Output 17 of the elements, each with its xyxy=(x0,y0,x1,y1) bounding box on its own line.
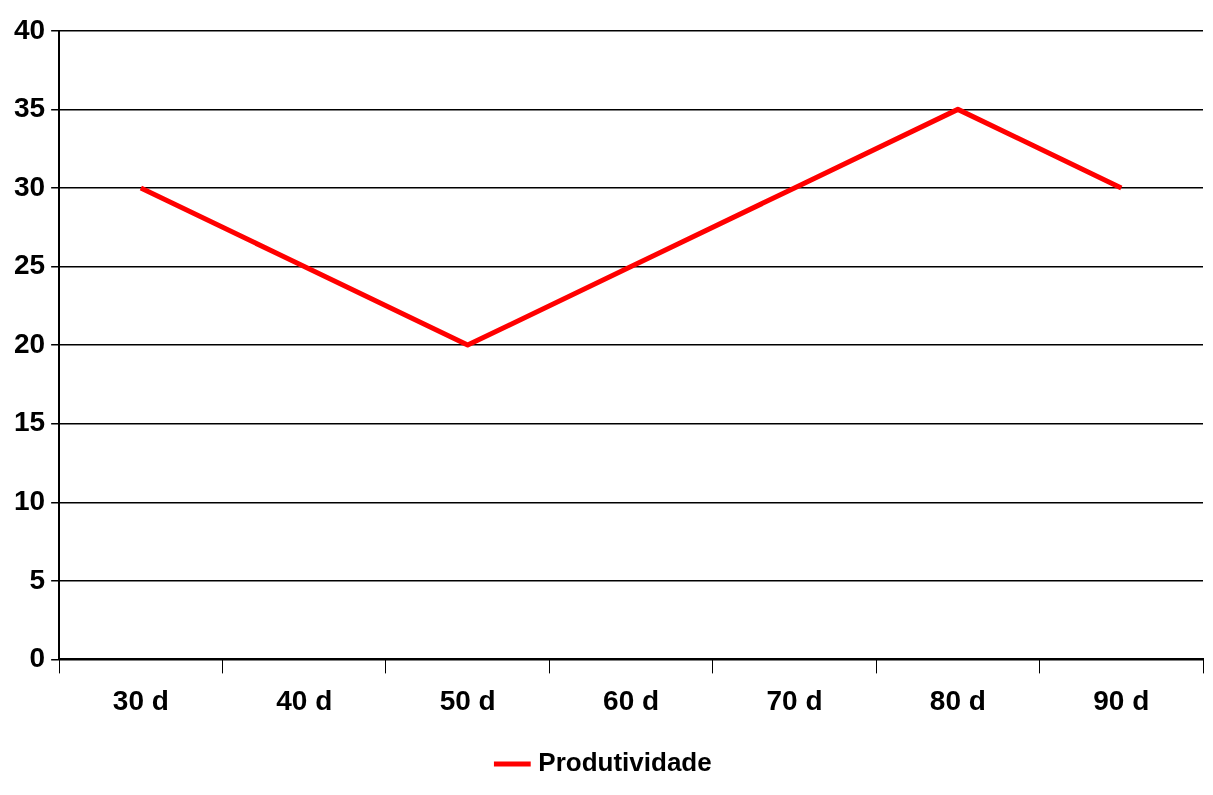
x-tick-label: 40 d xyxy=(276,684,333,716)
x-tick-label: 60 d xyxy=(603,684,660,716)
y-tick-label: 40 xyxy=(13,13,46,45)
y-tick-label: 5 xyxy=(29,563,46,595)
x-tick-label: 90 d xyxy=(1093,684,1150,716)
y-tick-label: 0 xyxy=(29,642,46,674)
x-tick-label: 30 d xyxy=(112,684,169,716)
x-tick-label: 80 d xyxy=(929,684,986,716)
y-tick-label: 10 xyxy=(13,484,46,516)
y-tick-label: 30 xyxy=(13,170,46,202)
x-tick-label: 70 d xyxy=(766,684,823,716)
y-tick-label: 15 xyxy=(13,406,46,438)
y-tick-label: 20 xyxy=(13,327,46,359)
y-tick-label: 35 xyxy=(13,92,46,124)
legend-label: Produtividade xyxy=(538,747,712,778)
x-tick-label: 50 d xyxy=(439,684,496,716)
y-tick-label: 25 xyxy=(13,249,46,281)
